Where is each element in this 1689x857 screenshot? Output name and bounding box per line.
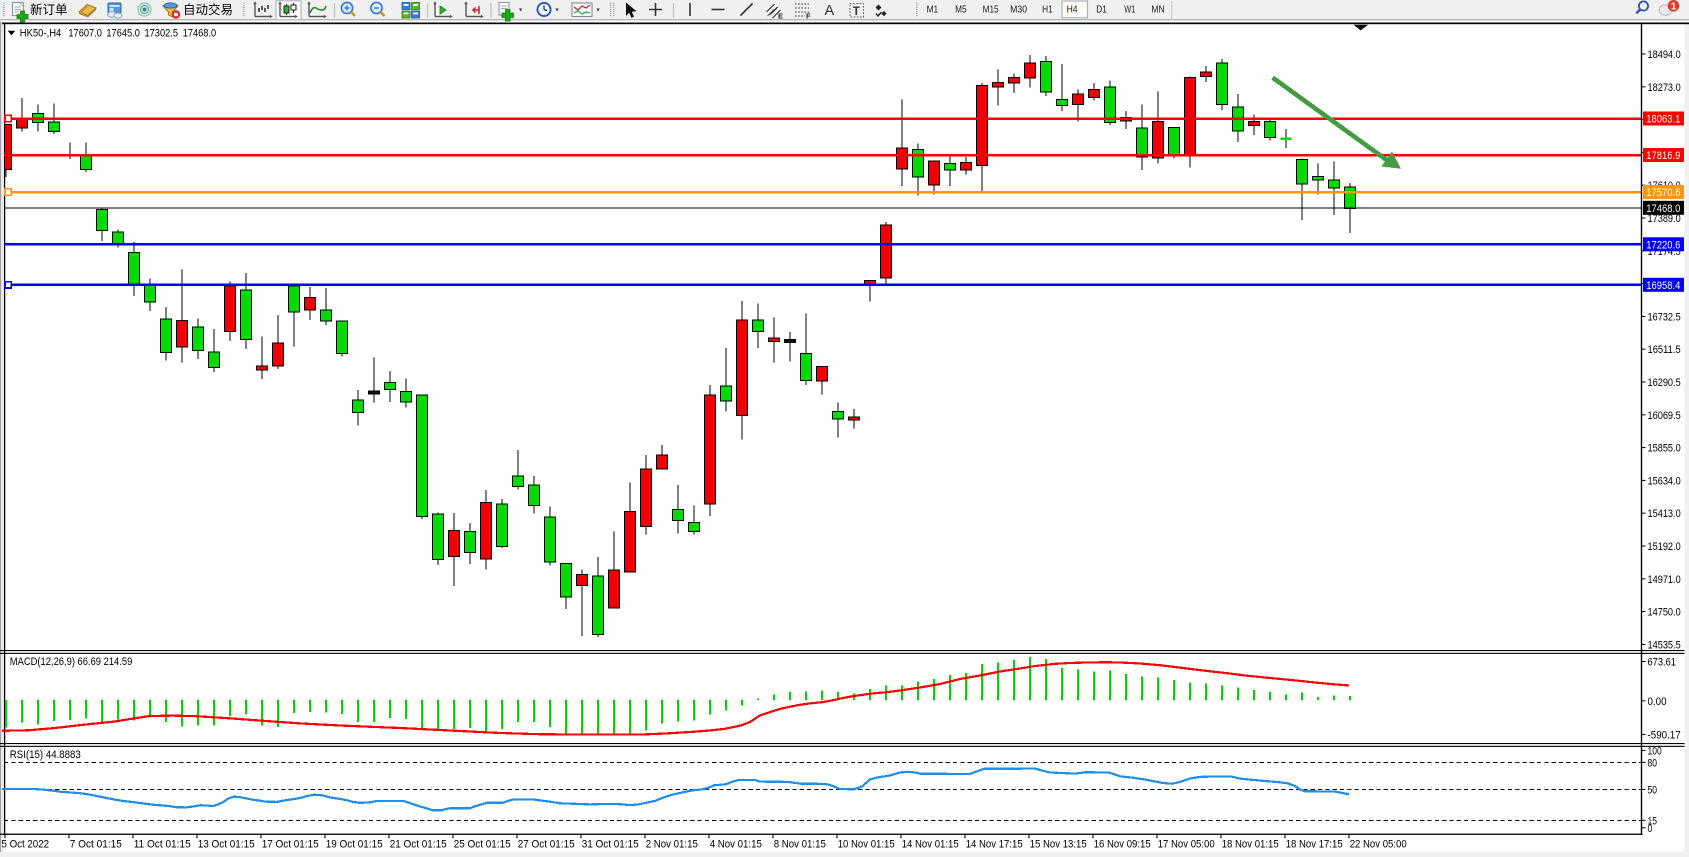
svg-text:18494.0: 18494.0 <box>1648 49 1681 61</box>
svg-text:17607.0: 17607.0 <box>68 27 102 39</box>
svg-text:M1: M1 <box>927 4 939 16</box>
svg-text:17389.0: 17389.0 <box>1648 213 1681 225</box>
svg-text:HK50-,H4: HK50-,H4 <box>20 27 62 39</box>
svg-text:17816.9: 17816.9 <box>1646 150 1680 162</box>
svg-text:18 Nov 01:15: 18 Nov 01:15 <box>1222 839 1279 851</box>
svg-text:31 Oct 01:15: 31 Oct 01:15 <box>582 839 639 851</box>
svg-text:H4: H4 <box>1067 4 1078 16</box>
svg-text:16511.5: 16511.5 <box>1648 344 1681 356</box>
svg-text:100: 100 <box>1648 745 1662 757</box>
svg-text:16290.5: 16290.5 <box>1648 377 1681 389</box>
svg-text:RSI(15) 44.8883: RSI(15) 44.8883 <box>10 749 81 761</box>
svg-text:16 Nov 09:15: 16 Nov 09:15 <box>1094 839 1151 851</box>
svg-text:11 Oct 01:15: 11 Oct 01:15 <box>134 839 191 851</box>
svg-text:673.61: 673.61 <box>1648 657 1677 669</box>
svg-text:16069.5: 16069.5 <box>1648 410 1681 422</box>
svg-text:2 Nov 01:15: 2 Nov 01:15 <box>646 839 698 851</box>
svg-text:17220.6: 17220.6 <box>1646 239 1680 251</box>
svg-text:新订单: 新订单 <box>30 2 68 17</box>
svg-text:17468.0: 17468.0 <box>1646 203 1680 215</box>
svg-text:14750.0: 14750.0 <box>1648 607 1681 619</box>
svg-text:13 Oct 01:15: 13 Oct 01:15 <box>198 839 255 851</box>
svg-text:10 Nov 01:15: 10 Nov 01:15 <box>838 839 895 851</box>
svg-text:21 Oct 01:15: 21 Oct 01:15 <box>390 839 447 851</box>
svg-text:-590.17: -590.17 <box>1648 729 1681 741</box>
svg-text:15634.0: 15634.0 <box>1648 475 1681 487</box>
svg-text:15855.0: 15855.0 <box>1648 443 1681 455</box>
svg-text:27 Oct 01:15: 27 Oct 01:15 <box>518 839 575 851</box>
svg-text:E: E <box>778 12 783 21</box>
svg-text:50: 50 <box>1648 784 1658 796</box>
svg-text:T: T <box>853 6 860 18</box>
svg-text:A: A <box>825 3 835 19</box>
svg-text:4 Nov 01:15: 4 Nov 01:15 <box>710 839 762 851</box>
svg-text:25 Oct 01:15: 25 Oct 01:15 <box>454 839 511 851</box>
svg-text:15192.0: 15192.0 <box>1648 541 1681 553</box>
svg-text:16958.4: 16958.4 <box>1646 280 1680 292</box>
svg-text:5 Oct 2022: 5 Oct 2022 <box>2 839 50 851</box>
svg-text:0.00: 0.00 <box>1648 696 1667 708</box>
svg-text:17645.0: 17645.0 <box>106 27 139 39</box>
svg-text:0: 0 <box>1648 823 1653 835</box>
svg-text:18273.0: 18273.0 <box>1648 82 1681 94</box>
svg-text:H1: H1 <box>1042 4 1053 16</box>
svg-text:F: F <box>806 12 811 21</box>
svg-text:MN: MN <box>1151 4 1164 16</box>
svg-text:8 Nov 01:15: 8 Nov 01:15 <box>774 839 826 851</box>
svg-text:17570.6: 17570.6 <box>1646 187 1680 199</box>
svg-text:15 Nov 13:15: 15 Nov 13:15 <box>1030 839 1087 851</box>
svg-text:7 Oct 01:15: 7 Oct 01:15 <box>70 839 122 851</box>
svg-text:M15: M15 <box>983 4 999 16</box>
svg-text:19 Oct 01:15: 19 Oct 01:15 <box>326 839 383 851</box>
svg-text:MACD(12,26,9) 66.69 214.59: MACD(12,26,9) 66.69 214.59 <box>10 656 133 668</box>
svg-text:14 Nov 01:15: 14 Nov 01:15 <box>902 839 959 851</box>
svg-text:14 Nov 17:15: 14 Nov 17:15 <box>966 839 1023 851</box>
svg-text:M30: M30 <box>1010 4 1027 16</box>
svg-text:16732.5: 16732.5 <box>1648 311 1681 323</box>
svg-text:15: 15 <box>1648 815 1658 827</box>
svg-text:22 Nov 05:00: 22 Nov 05:00 <box>1350 839 1407 851</box>
svg-text:1: 1 <box>1671 1 1677 13</box>
svg-text:M5: M5 <box>955 4 967 16</box>
svg-text:14535.5: 14535.5 <box>1648 639 1681 651</box>
svg-text:17302.5: 17302.5 <box>145 27 179 39</box>
svg-text:15413.0: 15413.0 <box>1648 508 1681 520</box>
svg-text:W1: W1 <box>1124 4 1135 16</box>
svg-text:D1: D1 <box>1096 4 1107 16</box>
svg-text:18063.1: 18063.1 <box>1646 114 1680 126</box>
svg-text:自动交易: 自动交易 <box>183 2 233 17</box>
svg-text:17468.0: 17468.0 <box>183 27 217 39</box>
svg-text:18 Nov 17:15: 18 Nov 17:15 <box>1286 839 1343 851</box>
svg-text:17174.5: 17174.5 <box>1648 246 1681 258</box>
svg-text:17 Oct 01:15: 17 Oct 01:15 <box>262 839 319 851</box>
svg-text:80: 80 <box>1648 757 1658 769</box>
svg-text:14971.0: 14971.0 <box>1648 574 1681 586</box>
svg-text:17 Nov 05:00: 17 Nov 05:00 <box>1158 839 1215 851</box>
